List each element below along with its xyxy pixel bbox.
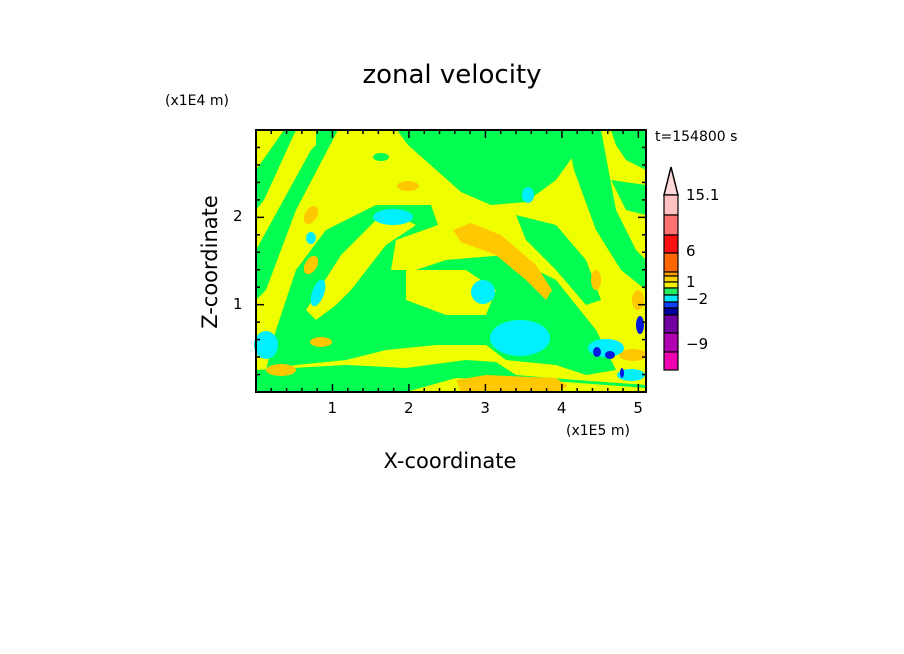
colorbar-segment xyxy=(663,307,679,316)
colorbar-segment xyxy=(663,332,679,353)
colorbar-label: 6 xyxy=(686,242,696,260)
colorbar-segment xyxy=(663,234,679,254)
plot-frame xyxy=(255,129,647,393)
time-label: t=154800 s xyxy=(655,129,738,145)
colorbar-segment xyxy=(663,271,679,277)
colorbar-segment xyxy=(663,281,679,289)
x-tick-label: 3 xyxy=(480,399,490,417)
cyan-contours xyxy=(254,187,645,381)
colorbar-label: −2 xyxy=(686,290,709,308)
x-axis-label: X-coordinate xyxy=(383,449,517,473)
axis-ticks xyxy=(256,130,646,392)
y-tick-label: 2 xyxy=(233,207,243,226)
colorbar-label: 15.1 xyxy=(686,186,720,204)
x-tick-label: 4 xyxy=(556,399,567,417)
y-axis-unit: (x1E4 m) xyxy=(165,93,229,109)
contour-field xyxy=(254,130,647,392)
blue-contours xyxy=(593,316,644,378)
colorbar xyxy=(663,166,679,371)
colorbar-segment xyxy=(663,314,679,334)
chart-title: zonal velocity xyxy=(362,60,542,90)
orange-contours xyxy=(266,181,647,392)
x-tick-label: 1 xyxy=(327,399,338,417)
y-tick-label: 1 xyxy=(233,294,243,313)
colorbar-extend-triangle xyxy=(663,166,679,196)
colorbar-segment xyxy=(663,351,679,371)
colorbar-label: −9 xyxy=(686,335,709,353)
colorbar-segment xyxy=(663,214,679,236)
x-tick-label: 5 xyxy=(633,399,643,417)
colorbar-segment xyxy=(663,287,679,296)
colorbar-label: 1 xyxy=(686,273,696,291)
colorbar-segment xyxy=(663,294,679,303)
x-tick-label: 2 xyxy=(403,399,414,417)
colorbar-segment xyxy=(663,301,679,309)
x-axis-unit: (x1E5 m) xyxy=(566,423,630,439)
colorbar-segment xyxy=(663,194,679,216)
colorbar-segment xyxy=(663,275,679,283)
colorbar-segment xyxy=(663,252,679,273)
